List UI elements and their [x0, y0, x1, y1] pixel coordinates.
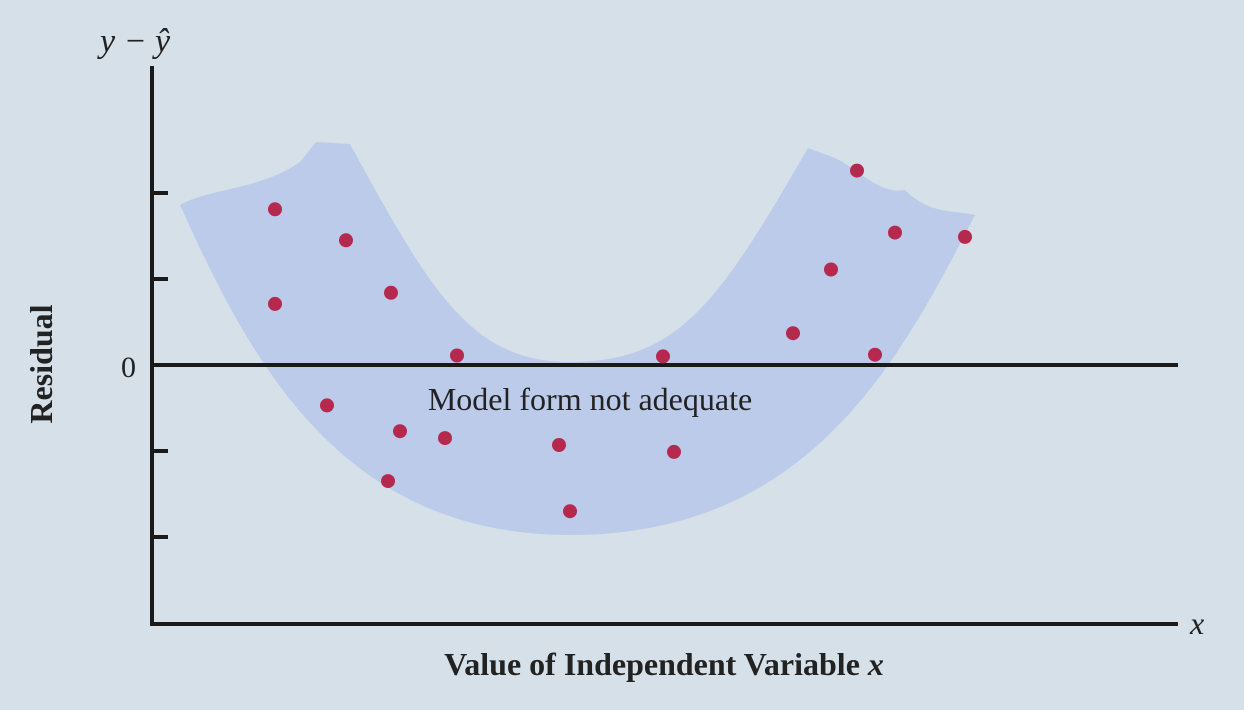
y-axis-label: Residual	[23, 304, 59, 423]
data-point	[958, 229, 972, 244]
y-axis-symbol-yhat: ŷ	[152, 23, 171, 60]
data-point	[850, 163, 864, 178]
data-point	[552, 438, 566, 452]
data-point	[656, 349, 670, 364]
x-axis-label: Value of Independent Variable x	[444, 646, 884, 682]
data-point	[268, 202, 282, 217]
data-point	[450, 348, 464, 363]
data-point	[438, 431, 452, 446]
data-point	[320, 398, 334, 413]
data-point	[667, 444, 681, 459]
data-point	[384, 285, 398, 300]
data-points	[268, 163, 972, 519]
data-point	[268, 296, 282, 311]
data-point	[888, 225, 902, 240]
x-axis-symbol: x	[1189, 605, 1204, 641]
y-axis-symbol-y: y −	[97, 23, 155, 60]
data-point	[393, 424, 407, 439]
data-point	[868, 347, 882, 362]
y-tick-label-zero: 0	[121, 351, 136, 384]
x-axis-label-variable: x	[867, 646, 884, 682]
y-axis-symbol: y − ŷ	[97, 23, 171, 60]
data-point	[563, 504, 577, 519]
y-ticks	[152, 191, 168, 539]
band-annotation: Model form not adequate	[428, 381, 752, 417]
data-point	[381, 474, 395, 489]
data-point	[339, 233, 353, 248]
data-point	[824, 262, 838, 277]
data-point	[786, 326, 800, 341]
x-axis-label-text: Value of Independent Variable	[444, 646, 868, 682]
nonlinear-band	[180, 142, 975, 535]
